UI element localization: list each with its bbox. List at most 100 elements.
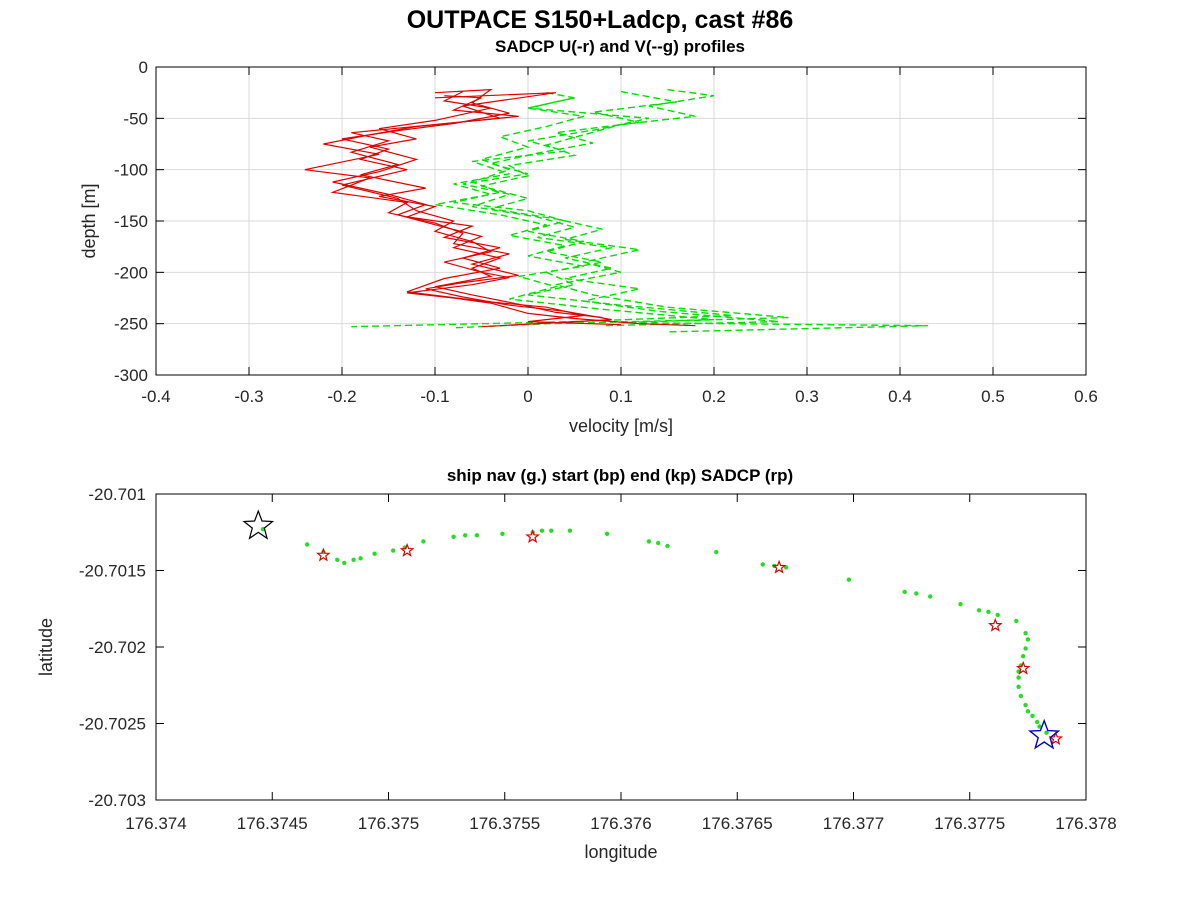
velocity-profile-panel: SADCP U(-r) and V(--g) profiles -0.4 -0.3… [79, 37, 1098, 436]
ship-nav-point [783, 565, 789, 570]
ship-nav-point [1021, 654, 1026, 659]
sadcp-star-marker [771, 559, 787, 574]
ship-nav-point [995, 612, 1000, 618]
ship-nav-point [1035, 719, 1040, 725]
v-profile-line [351, 92, 733, 328]
velocity-x-tick-label: 0.1 [609, 387, 633, 406]
velocity-x-tick-label: 0.3 [795, 387, 819, 406]
ship-nav-point [304, 542, 310, 547]
velocity-x-tick-label: -0.2 [327, 387, 356, 406]
velocity-x-tick-label: -0.4 [141, 387, 170, 406]
velocity-x-tick-label: 0 [523, 387, 532, 406]
v-profile-line [481, 88, 928, 333]
velocity-y-tick-label: -200 [114, 263, 148, 282]
nav-y-tick-label: -20.7025 [79, 715, 146, 734]
ship-nav-point [500, 531, 505, 536]
nav-x-tick-label: 176.375 [358, 814, 419, 833]
ship-nav-point [342, 560, 347, 566]
ship-nav-point [1016, 684, 1021, 689]
velocity-y-tick-label: 0 [139, 58, 148, 77]
ship-nav-point [358, 556, 363, 561]
ship-nav-point [335, 557, 340, 562]
velocity-y-label: depth [m] [79, 183, 99, 258]
ship-nav-point [646, 539, 652, 544]
ship-nav-point [391, 548, 396, 553]
nav-x-tick-label: 176.377 [823, 814, 884, 833]
velocity-x-tick-label: -0.3 [234, 387, 263, 406]
u-profile-line [332, 91, 603, 319]
velocity-y-tick-label: -50 [123, 109, 148, 128]
nav-x-tick-label: 176.3755 [469, 814, 540, 833]
start-star-marker [242, 509, 275, 540]
nav-ticks: 176.374 176.3745 176.375 176.3755 176.376 176… [79, 485, 1117, 833]
ship-nav-point [567, 528, 573, 533]
nav-y-tick-label: -20.703 [88, 791, 146, 810]
velocity-y-tick-label: -250 [114, 315, 148, 334]
ship-nav-point [902, 589, 907, 595]
nav-y-tick-label: -20.7015 [79, 562, 146, 581]
ship-nav-point [928, 594, 933, 599]
ship-nav-point [372, 551, 377, 556]
ship-nav-point [656, 540, 661, 546]
velocity-x-label: velocity [m/s] [569, 416, 673, 436]
ship-nav-point [1025, 709, 1031, 714]
ship-nav-point [1016, 675, 1021, 680]
ship-nav-point [1018, 693, 1024, 699]
ship-nav-point [451, 534, 456, 539]
velocity-y-tick-label: -100 [114, 161, 148, 180]
velocity-x-tick-label: 0.5 [981, 387, 1005, 406]
nav-series [242, 509, 1064, 750]
ship-nav-point [976, 608, 982, 613]
v-profile-line [462, 90, 780, 327]
ship-nav-point [846, 577, 852, 582]
nav-y-label: latitude [36, 618, 56, 676]
nav-panel-title: ship nav (g.) start (bp) end (kp) SADCP … [447, 466, 793, 485]
ship-nav-point [986, 609, 991, 614]
sadcp-star-marker [525, 529, 541, 544]
ship-nav-point [665, 543, 670, 549]
ship-nav-point [1023, 646, 1028, 651]
velocity-ticks: -0.4 -0.3 -0.2 -0.1 0 0.1 0.2 0.3 0.4 0.5 0.6 0 -50 -… [114, 58, 1098, 406]
ship-nav-point [1030, 713, 1035, 718]
ship-nav-point [604, 531, 610, 536]
nav-y-tick-label: -20.702 [88, 638, 146, 657]
velocity-x-tick-label: 0.4 [888, 387, 912, 406]
nav-x-tick-label: 176.3765 [702, 814, 773, 833]
nav-y-tick-label: -20.701 [88, 485, 146, 504]
nav-x-tick-label: 176.3745 [237, 814, 308, 833]
velocity-x-tick-label: -0.1 [420, 387, 449, 406]
sadcp-star-marker [988, 617, 1003, 632]
ship-nav-point [1025, 637, 1031, 642]
velocity-x-tick-label: 0.6 [1074, 387, 1098, 406]
ship-nav-point [474, 533, 480, 538]
ship-nav-point [914, 591, 919, 596]
velocity-series [304, 88, 928, 333]
ship-nav-point [539, 528, 545, 533]
ship-nav-point [351, 557, 356, 562]
nav-x-tick-label: 176.3775 [934, 814, 1005, 833]
ship-nav-point [1023, 702, 1028, 708]
ship-nav-point [1014, 618, 1019, 624]
nav-x-tick-label: 176.374 [125, 814, 186, 833]
ship-nav-point [1044, 730, 1049, 735]
u-profile-line [349, 92, 622, 326]
sadcp-star-marker [399, 542, 415, 557]
velocity-panel-title: SADCP U(-r) and V(--g) profiles [495, 37, 745, 56]
nav-x-tick-label: 176.376 [590, 814, 651, 833]
v-profile-line [434, 97, 715, 329]
sadcp-star-marker [1015, 660, 1031, 675]
velocity-y-tick-label: -150 [114, 212, 148, 231]
ship-nav-point [714, 549, 719, 555]
velocity-x-tick-label: 0.2 [702, 387, 726, 406]
sadcp-star-marker [316, 547, 331, 562]
velocity-y-tick-label: -300 [114, 366, 148, 385]
nav-x-label: longitude [584, 842, 657, 862]
figure-title: OUTPACE S150+Ladcp, cast #86 [407, 6, 794, 34]
ship-nav-point [1023, 631, 1028, 636]
ship-nav-point [421, 539, 426, 544]
ship-nav-point [958, 602, 963, 607]
ship-nav-point [549, 528, 554, 533]
end-star-marker [1028, 718, 1061, 750]
ship-nav-point [760, 562, 765, 567]
